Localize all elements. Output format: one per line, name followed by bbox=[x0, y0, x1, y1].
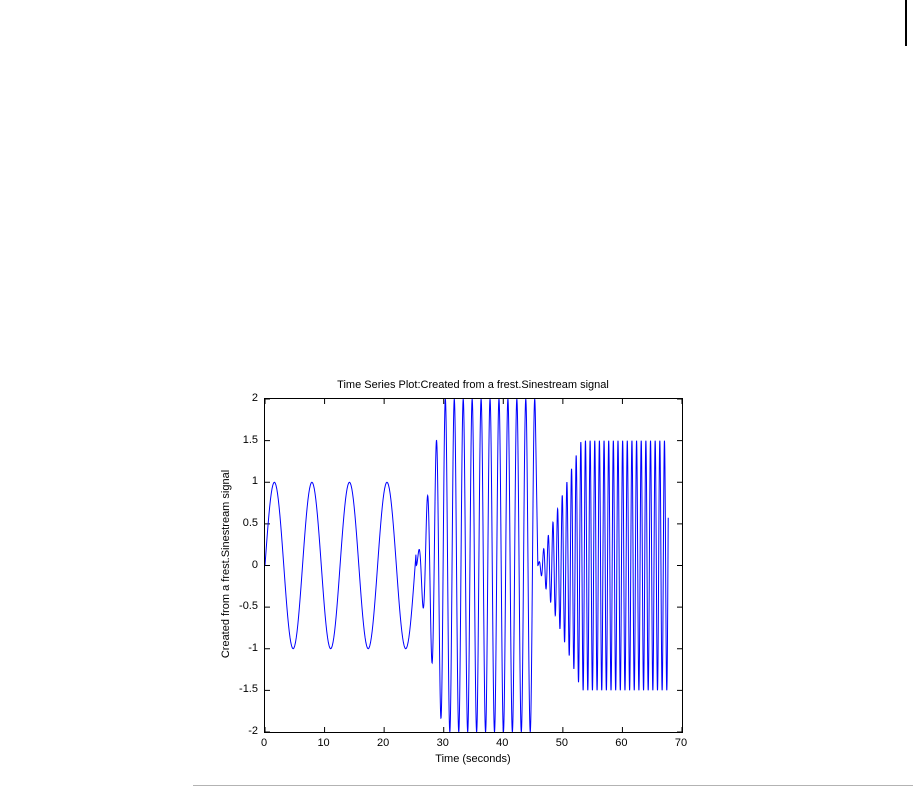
y-tick-label: -2 bbox=[248, 725, 258, 737]
x-tick-label: 60 bbox=[615, 737, 628, 749]
x-tick-label: 0 bbox=[260, 737, 268, 749]
window-edge-line bbox=[905, 0, 907, 46]
y-tick-label: 2 bbox=[251, 392, 258, 404]
x-tick-label: 20 bbox=[377, 737, 390, 749]
plot-svg bbox=[265, 399, 682, 732]
x-tick-label: 40 bbox=[496, 737, 509, 749]
y-tick-label: 0 bbox=[251, 558, 258, 571]
y-tick-label: 1 bbox=[251, 475, 258, 488]
signal-line bbox=[265, 399, 669, 732]
x-tick-label: 10 bbox=[317, 737, 330, 749]
y-tick-label: -1 bbox=[248, 641, 258, 654]
plot-area bbox=[264, 398, 683, 733]
bottom-divider bbox=[193, 785, 913, 786]
y-tick-label: -1.5 bbox=[239, 683, 258, 696]
y-tick-label: 1.5 bbox=[242, 433, 258, 446]
tick-marks bbox=[265, 399, 682, 732]
x-tick-labels: 0 10 20 30 40 50 60 70 bbox=[260, 736, 687, 750]
x-tick-label: 30 bbox=[436, 737, 449, 749]
y-tick-labels: -2 -1.5 -1 -0.5 0 0.5 1 1.5 2 bbox=[214, 392, 258, 737]
y-tick-label: 0.5 bbox=[242, 516, 258, 529]
y-tick-label: -0.5 bbox=[239, 600, 258, 613]
chart-title: Time Series Plot:Created from a frest.Si… bbox=[337, 379, 609, 391]
x-tick-label: 70 bbox=[674, 737, 688, 749]
x-tick-label: 50 bbox=[555, 737, 568, 749]
x-axis-label: Time (seconds) bbox=[435, 753, 511, 765]
